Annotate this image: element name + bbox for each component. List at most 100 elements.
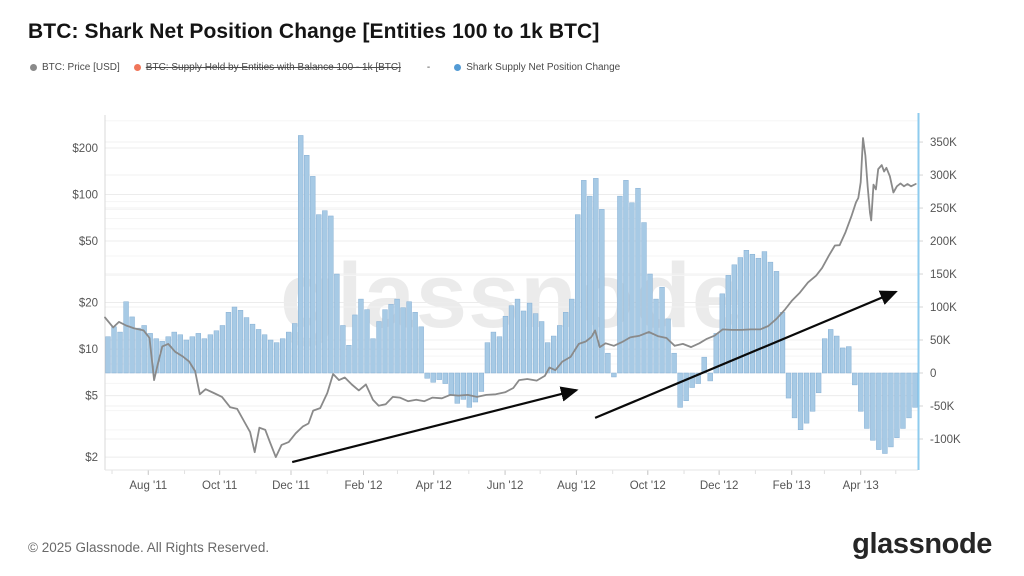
bar bbox=[544, 342, 551, 374]
bar bbox=[448, 372, 454, 396]
bar bbox=[641, 222, 647, 374]
series-color-dot-price bbox=[30, 64, 37, 71]
bar bbox=[731, 264, 737, 374]
bar bbox=[141, 325, 147, 374]
bar bbox=[677, 372, 683, 408]
bar bbox=[454, 372, 460, 404]
y-left-tick-label: $50 bbox=[79, 236, 98, 248]
y-right-tick-label: 0 bbox=[930, 368, 936, 380]
bar bbox=[599, 209, 605, 374]
x-tick-label: Feb '13 bbox=[773, 480, 811, 492]
x-tick-label: Dec '12 bbox=[700, 480, 739, 492]
btc-price-line bbox=[104, 137, 917, 459]
bar bbox=[249, 323, 256, 374]
bar bbox=[255, 329, 262, 374]
legend-label-price: BTC: Price [USD] bbox=[42, 62, 120, 73]
bar bbox=[737, 257, 743, 374]
bar bbox=[894, 372, 900, 438]
y-right-tick-label: 100K bbox=[930, 302, 957, 314]
bar bbox=[394, 298, 400, 374]
bar bbox=[809, 372, 816, 412]
bar bbox=[581, 180, 587, 374]
bar bbox=[243, 317, 250, 374]
bar bbox=[852, 372, 858, 386]
bar bbox=[900, 372, 906, 429]
bar bbox=[273, 342, 280, 374]
y-left-tick-label: $2 bbox=[85, 452, 98, 464]
bar bbox=[406, 301, 412, 374]
bar bbox=[340, 325, 346, 374]
legend-item-supply-held[interactable]: BTC: Supply Held by Entities with Balanc… bbox=[133, 62, 401, 73]
y-left-tick-label: $200 bbox=[72, 143, 98, 155]
bar bbox=[129, 316, 135, 374]
x-axis: Aug '11 Oct '11 Dec '11 Feb '12 Apr '12 Jun '… bbox=[111, 470, 897, 492]
y-right-tick-label: 200K bbox=[930, 236, 957, 248]
bar bbox=[587, 195, 593, 374]
bar bbox=[593, 178, 599, 374]
bar bbox=[550, 335, 557, 374]
bar bbox=[846, 346, 852, 374]
bar bbox=[791, 372, 798, 419]
x-tick-label: Jun '12 bbox=[487, 480, 524, 492]
y-right-tick-label: -100K bbox=[930, 434, 961, 446]
bar bbox=[761, 251, 768, 374]
page-title: BTC: Shark Net Position Change [Entities… bbox=[28, 20, 600, 43]
bar bbox=[292, 323, 298, 374]
bar bbox=[111, 326, 117, 374]
bar bbox=[478, 372, 485, 392]
bar bbox=[298, 135, 304, 374]
bar bbox=[310, 176, 316, 374]
y-right-tick-label: 300K bbox=[930, 170, 957, 182]
bar bbox=[328, 215, 334, 374]
bar bbox=[279, 338, 286, 374]
bar bbox=[906, 372, 912, 419]
legend-item-net-position[interactable]: Shark Supply Net Position Change bbox=[454, 62, 620, 73]
bar bbox=[514, 298, 521, 374]
bar bbox=[888, 372, 894, 448]
bar bbox=[575, 214, 581, 374]
bar bbox=[388, 304, 394, 374]
bar bbox=[201, 338, 208, 374]
bar bbox=[466, 372, 472, 408]
bar bbox=[123, 301, 129, 374]
bar bbox=[520, 310, 527, 374]
bar bbox=[785, 372, 792, 399]
bar bbox=[749, 253, 756, 374]
legend-item-btc-price[interactable]: BTC: Price [USD] bbox=[30, 62, 120, 73]
bar bbox=[286, 331, 292, 374]
bar bbox=[352, 314, 358, 374]
x-tick-label: Feb '12 bbox=[345, 480, 383, 492]
copyright-text: © 2025 Glassnode. All Rights Reserved. bbox=[28, 540, 270, 555]
x-tick-label: Aug '11 bbox=[129, 480, 167, 492]
bar bbox=[382, 309, 388, 374]
series-color-dot-supply bbox=[133, 64, 141, 71]
bar bbox=[779, 312, 786, 374]
bar bbox=[436, 372, 442, 380]
bar bbox=[105, 336, 111, 374]
bar bbox=[767, 261, 774, 374]
bar bbox=[147, 333, 153, 374]
bar bbox=[647, 273, 653, 374]
bar bbox=[864, 372, 870, 429]
bar bbox=[803, 372, 810, 424]
x-tick-label: Oct '12 bbox=[630, 480, 666, 492]
y-left-tick-label: $100 bbox=[72, 190, 98, 202]
bar bbox=[189, 336, 195, 374]
bar bbox=[532, 313, 539, 374]
bar bbox=[605, 352, 611, 374]
x-tick-label: Dec '11 bbox=[272, 480, 310, 492]
x-tick-label: Apr '13 bbox=[843, 480, 879, 492]
bar bbox=[563, 312, 569, 374]
bar bbox=[135, 327, 141, 374]
bar bbox=[659, 286, 665, 374]
bar bbox=[322, 210, 328, 374]
y-left-tick-label: $20 bbox=[79, 298, 98, 310]
legend-separator: - bbox=[426, 62, 431, 73]
bar bbox=[611, 372, 617, 378]
bar bbox=[400, 307, 406, 374]
bar bbox=[755, 257, 762, 374]
bar bbox=[460, 372, 466, 400]
chart-legend: BTC: Price [USD] BTC: Supply Held by Ent… bbox=[30, 62, 634, 73]
bar bbox=[635, 187, 641, 374]
